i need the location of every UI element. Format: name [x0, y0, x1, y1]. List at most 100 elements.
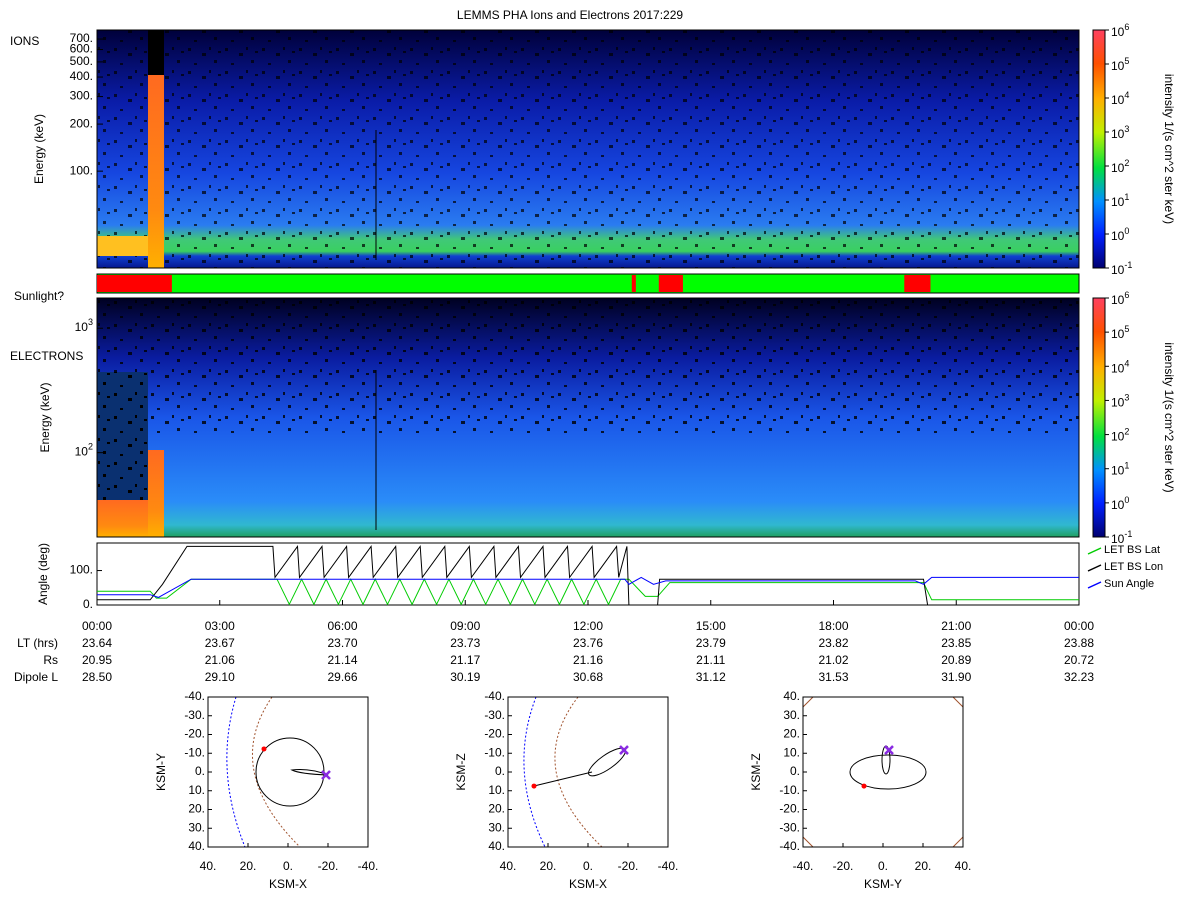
y-tick-label: 30.: [188, 820, 205, 834]
x-tick-label: 40.: [200, 859, 217, 873]
row-label: LT (hrs): [17, 636, 58, 650]
panel-label: ELECTRONS: [10, 349, 83, 363]
colorbar-tick-label: 10-1: [1111, 260, 1132, 277]
orbit-end: [884, 745, 894, 755]
y-tick-label: 100.: [70, 163, 93, 177]
ephemeris-value: 23.82: [818, 636, 848, 650]
ephemeris-value: 20.72: [1064, 653, 1094, 667]
y-tick-label-base: 10: [75, 320, 89, 334]
x-axis-label: KSM-X: [269, 877, 307, 891]
orbit-frame: [802, 696, 964, 848]
colorbar-tick-label-exponent: 5: [1124, 325, 1129, 335]
colorbar-tick-label: 100: [1111, 495, 1129, 512]
legend-swatch: [1087, 581, 1102, 589]
y-tick-label: 20.: [188, 802, 205, 816]
x-tick-label: 20.: [540, 859, 557, 873]
timeline-bar: [96, 273, 1080, 294]
x-tick-label: 15:00: [696, 619, 726, 633]
colorbar-tick-label-base: 10: [1111, 361, 1125, 375]
colorbar-tick-label: 104: [1111, 90, 1129, 107]
y-axis-label: Energy (keV): [32, 114, 46, 184]
y-tick-label: 700.: [70, 31, 93, 45]
panel-label: Sunlight?: [14, 289, 64, 303]
y-tick-label-base: 10: [75, 445, 89, 459]
ephemeris-value: 23.67: [205, 636, 235, 650]
y-tick-label: 0.: [495, 764, 505, 778]
orbit-start: [531, 783, 537, 789]
row-label: Dipole L: [14, 670, 58, 684]
y-tick-label: 30.: [783, 708, 800, 722]
row-label: Rs: [43, 653, 58, 667]
x-tick-label: -40.: [658, 859, 679, 873]
x-tick-label: 18:00: [818, 619, 848, 633]
colorbar-tick-label: 101: [1111, 461, 1129, 478]
colorbar-tick-label-exponent: 4: [1124, 90, 1129, 100]
colorbar-tick-label-base: 10: [1111, 532, 1125, 546]
colorbar-tick-label: 106: [1111, 22, 1129, 39]
colorbar-tick-label-exponent: 5: [1124, 56, 1129, 66]
colorbar-tick-label-exponent: 6: [1124, 22, 1129, 32]
legend-swatch: [1087, 547, 1102, 555]
ephemeris-value: 21.14: [327, 653, 357, 667]
orbit-end: [619, 745, 629, 755]
ephemeris-value: 23.76: [573, 636, 603, 650]
colorbar-tick-label: 105: [1111, 325, 1129, 342]
x-tick-label: 40.: [500, 859, 517, 873]
ephemeris-value: 21.16: [573, 653, 603, 667]
colorbar-tick-label-exponent: 4: [1124, 359, 1129, 369]
ephemeris-value: 29.10: [205, 670, 235, 684]
ephemeris-value: 31.12: [696, 670, 726, 684]
angle-frame: [96, 542, 1080, 606]
colorbar-tick-label-base: 10: [1111, 59, 1125, 73]
sunlight-segment: [97, 275, 172, 292]
y-tick-label: 30.: [488, 820, 505, 834]
figure-title: LEMMS PHA Ions and Electrons 2017:229: [457, 8, 683, 22]
ephemeris-value: 30.68: [573, 670, 603, 684]
y-tick-label: 10.: [488, 783, 505, 797]
legend-label: Sun Angle: [1104, 578, 1154, 590]
colorbar-tick-label-exponent: 0: [1124, 495, 1129, 505]
colorbar-tick-label-exponent: -1: [1124, 529, 1132, 539]
colorbar-tick-label-base: 10: [1111, 498, 1125, 512]
ephemeris-value: 31.53: [818, 670, 848, 684]
y-tick-label: -30.: [184, 708, 205, 722]
y-tick-label: -30.: [484, 708, 505, 722]
colorbar-tick-label-exponent: 6: [1124, 290, 1129, 300]
ephemeris-value: 21.17: [450, 653, 480, 667]
y-axis-label: Angle (deg): [36, 543, 50, 605]
x-tick-label: 0.: [283, 859, 293, 873]
ephemeris-value: 29.66: [327, 670, 357, 684]
colorbar: [1092, 297, 1106, 538]
colorbar-tick-label-base: 10: [1111, 327, 1125, 341]
colorbar-tick-label: 101: [1111, 192, 1129, 209]
colorbar-tick-label: 106: [1111, 290, 1129, 307]
x-tick-label: 03:00: [205, 619, 235, 633]
y-tick-label: 20.: [783, 727, 800, 741]
colorbar-tick-label-base: 10: [1111, 430, 1125, 444]
colorbar-tick-label-base: 10: [1111, 161, 1125, 175]
x-tick-label: 20.: [240, 859, 257, 873]
y-tick-label: -10.: [184, 745, 205, 759]
colorbar-tick-label: 100: [1111, 226, 1129, 243]
orbit-start: [261, 746, 267, 752]
y-axis-label: KSM-Y: [154, 753, 168, 791]
x-tick-label: 0.: [878, 859, 888, 873]
colorbar-tick-label-exponent: 3: [1124, 124, 1129, 134]
orbit-end: [321, 770, 331, 780]
x-tick-label: 0.: [583, 859, 593, 873]
y-tick-label-exponent: 3: [88, 318, 93, 328]
y-tick-label: 300.: [70, 89, 93, 103]
colorbar-tick-label-exponent: 2: [1124, 427, 1129, 437]
legend-label: LET BS Lat: [1104, 544, 1160, 556]
orbit-frame: [507, 696, 669, 848]
angle-line: [97, 576, 1079, 598]
y-tick-label: 0.: [195, 764, 205, 778]
y-tick-label: 10.: [188, 783, 205, 797]
y-tick-label: -40.: [484, 689, 505, 703]
angle-line: [97, 544, 1079, 606]
y-tick-label: 500.: [70, 54, 93, 68]
ephemeris-value: 23.70: [327, 636, 357, 650]
y-tick-label: -10.: [779, 783, 800, 797]
x-tick-label: -40.: [793, 859, 814, 873]
